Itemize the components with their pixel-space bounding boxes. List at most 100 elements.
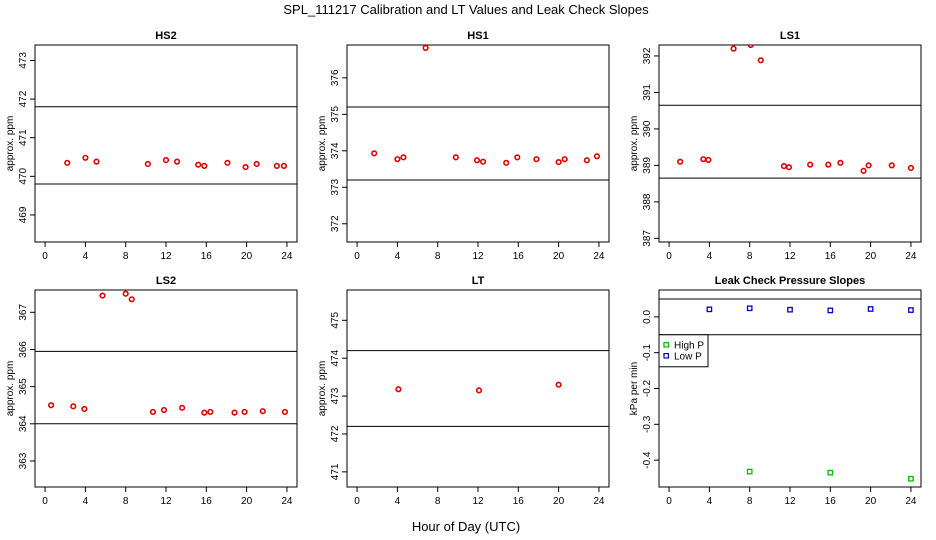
data-point [555, 381, 562, 388]
x-tick-label: 0 [354, 251, 360, 262]
y-tick-label: 472 [18, 90, 29, 107]
data-point [867, 306, 874, 312]
data-point [837, 159, 844, 166]
x-tick-label: 8 [747, 496, 753, 507]
data-point [825, 161, 832, 168]
data-point [201, 162, 208, 170]
x-tick-label: 20 [553, 251, 565, 262]
y-tick-label: 473 [18, 52, 29, 69]
data-point [162, 157, 170, 164]
plot-area [35, 290, 297, 425]
plot-area [347, 350, 609, 427]
x-tick-label: 24 [281, 251, 293, 262]
data-point [179, 404, 186, 411]
data-point [787, 306, 793, 313]
panel-1: HS2 0 4 8 12 16 20 24 469 470 471 472 473 approx. ppm [5, 30, 298, 262]
plot-frame [34, 44, 298, 243]
data-point [479, 158, 487, 165]
data-point [908, 475, 914, 482]
data-point [706, 306, 713, 313]
x-tick-label: 8 [747, 251, 753, 262]
data-point [533, 156, 540, 163]
y-tick-label: -0.4 [642, 451, 653, 469]
x-tick-label: 0 [42, 496, 48, 507]
legend-marker [663, 352, 670, 359]
x-tick-label: 20 [865, 251, 877, 262]
plot-frame [34, 289, 298, 488]
y-tick-label: -0.3 [642, 415, 653, 433]
data-point [195, 161, 202, 168]
plot-frame [658, 44, 922, 243]
x-tick-label: 12 [472, 251, 484, 262]
data-point [241, 408, 248, 416]
x-tick-label: 16 [513, 496, 525, 507]
x-tick-label: 4 [83, 496, 89, 507]
data-point [93, 158, 100, 165]
plot-area [35, 106, 297, 185]
y-tick-label: 0.0 [642, 309, 653, 323]
plot-area [347, 45, 609, 181]
y-tick-label: 372 [330, 215, 341, 232]
data-point [747, 45, 754, 49]
panel-4: LS2 0 4 8 12 16 20 24 363 364 365 366 367 approx. ppm [5, 275, 298, 507]
y-axis-label: approx. ppm [5, 361, 16, 417]
plot-frame [658, 289, 922, 488]
x-tick-label: 20 [865, 496, 877, 507]
x-tick-label: 24 [905, 251, 917, 262]
panel-6: Leak Check Pressure Slopes 0 4 8 12 16 20 24 -0.… [629, 275, 922, 507]
y-tick-label: 376 [330, 69, 341, 86]
y-tick-label: 474 [330, 349, 341, 366]
y-tick-label: 375 [330, 106, 341, 123]
y-tick-label: 366 [18, 341, 29, 358]
legend-box [658, 334, 709, 368]
x-tick-label: 8 [435, 496, 441, 507]
data-point [555, 159, 562, 166]
data-point [253, 160, 260, 168]
y-axis-label: approx. ppm [629, 116, 640, 172]
x-tick-label: 16 [201, 496, 213, 507]
data-point [827, 469, 834, 476]
data-point [231, 409, 238, 416]
data-point [242, 163, 249, 171]
y-tick-label: 471 [18, 129, 29, 146]
data-point [281, 408, 289, 416]
legend-label: High P [674, 340, 704, 351]
x-tick-label: 0 [354, 496, 360, 507]
y-tick-label: 363 [18, 452, 29, 469]
y-tick-label: 471 [330, 463, 341, 480]
data-point [473, 157, 481, 164]
data-point [593, 153, 601, 160]
y-tick-label: 472 [330, 425, 341, 442]
data-point [207, 408, 214, 416]
x-tick-label: 12 [784, 251, 796, 262]
y-tick-label: -0.2 [642, 379, 653, 397]
x-tick-label: 16 [825, 251, 837, 262]
data-point [70, 403, 77, 410]
x-tick-label: 0 [666, 496, 672, 507]
y-tick-label: 367 [18, 304, 29, 321]
panel-title: LT [472, 275, 485, 287]
x-tick-label: 20 [553, 496, 565, 507]
y-tick-label: 374 [330, 142, 341, 159]
y-tick-label: -0.1 [642, 344, 653, 362]
data-point [82, 154, 89, 161]
data-point [273, 162, 280, 170]
plot-frame [346, 44, 610, 243]
y-tick-label: 365 [18, 378, 29, 395]
x-tick-label: 12 [160, 496, 172, 507]
panel-title: LS1 [780, 30, 800, 42]
data-point [705, 156, 712, 164]
data-point [807, 161, 814, 168]
data-point [908, 307, 914, 313]
plot-area [659, 45, 921, 179]
panel-2: HS1 0 4 8 12 16 20 24 372 373 374 375 376 approx. ppm [317, 30, 610, 262]
data-point [280, 162, 288, 170]
data-point [128, 296, 135, 303]
data-point [452, 154, 459, 161]
x-tick-label: 0 [42, 251, 48, 262]
y-tick-label: 470 [18, 168, 29, 185]
y-tick-label: 391 [642, 84, 653, 101]
data-point [583, 157, 590, 164]
